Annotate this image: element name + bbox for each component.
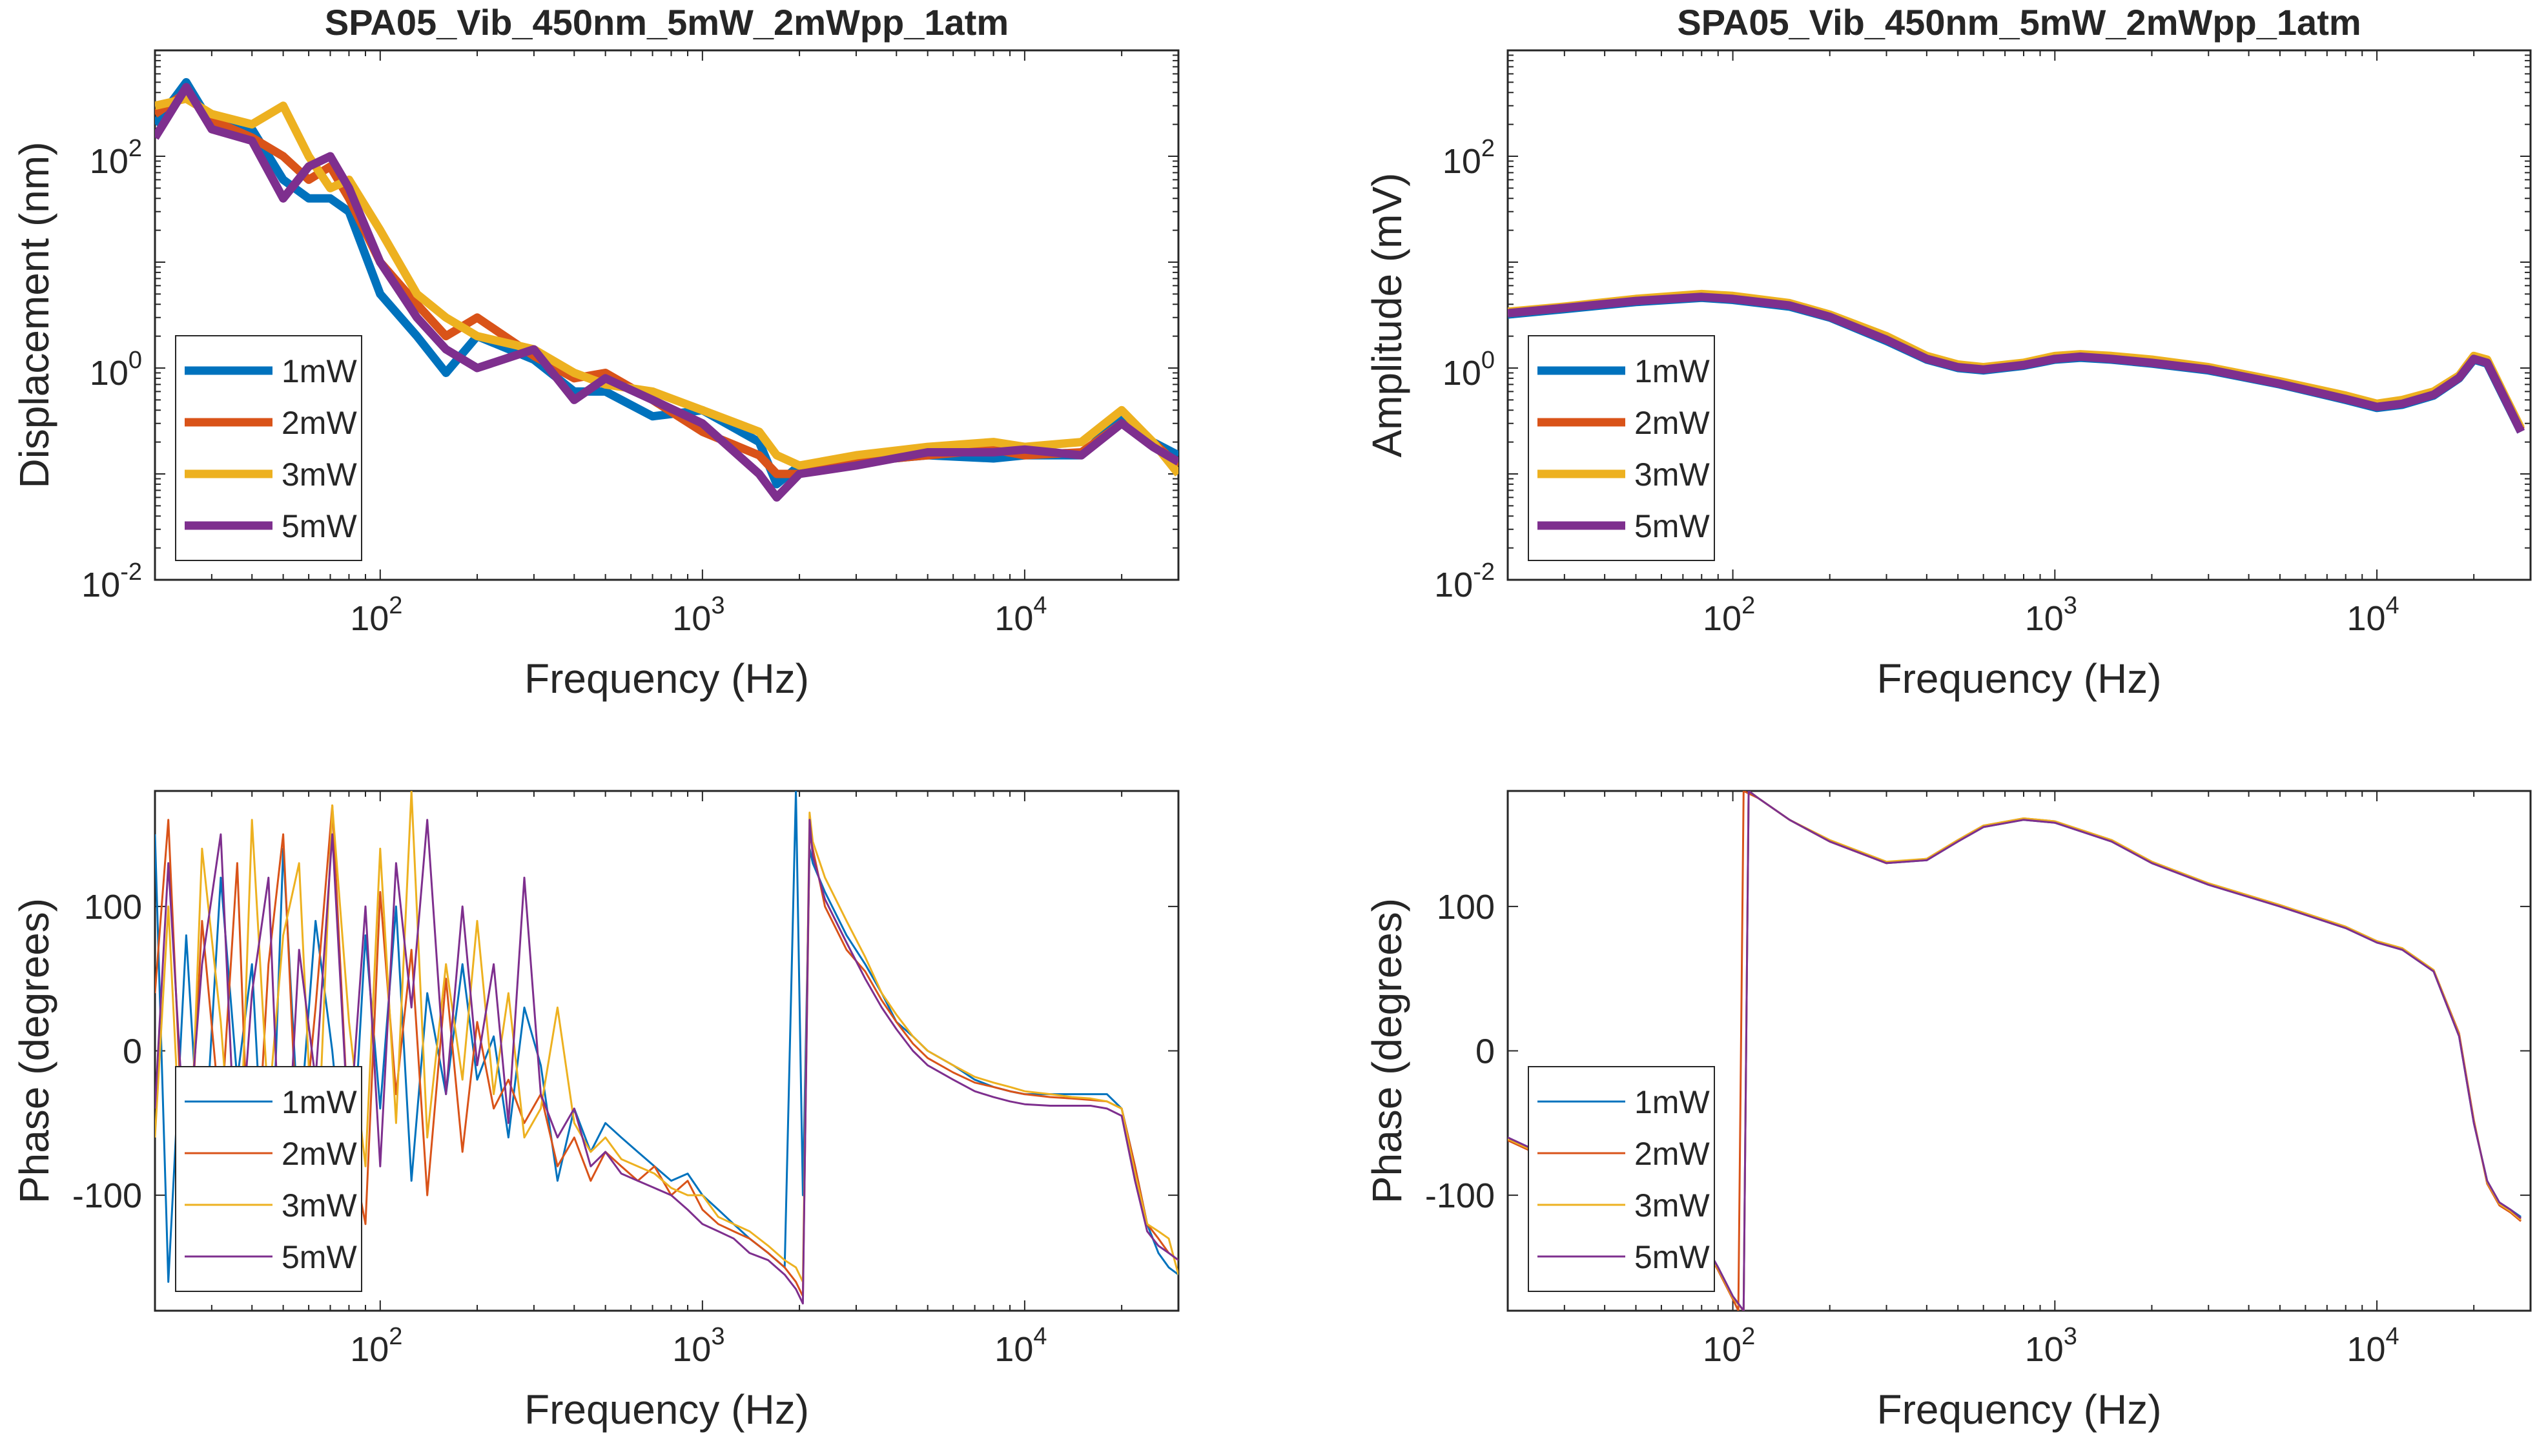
x-tick-label: 104 xyxy=(2347,592,2399,638)
x-axis-label: Frequency (Hz) xyxy=(1877,655,2162,702)
x-tick-label: 102 xyxy=(350,592,402,638)
legend-label-3mW: 3mW xyxy=(282,456,357,493)
x-axis-label: Frequency (Hz) xyxy=(524,1386,809,1433)
x-axis-label: Frequency (Hz) xyxy=(1877,1386,2162,1433)
legend-label-5mW: 5mW xyxy=(1634,508,1710,544)
legend: 1mW 2mW 3mW 5mW xyxy=(175,1066,362,1292)
series-group xyxy=(155,77,1178,502)
x-tick-label: 102 xyxy=(1703,1323,1755,1369)
legend-label-2mW: 2mW xyxy=(1634,405,1710,441)
y-tick-label: 100 xyxy=(1443,347,1495,393)
legend-box xyxy=(1528,1066,1715,1292)
y-tick-label: 100 xyxy=(1437,888,1495,927)
series-group xyxy=(155,791,1178,1305)
axes-frame xyxy=(154,49,1180,581)
axes-frame xyxy=(1506,49,2532,581)
x-tick-label: 103 xyxy=(672,1323,724,1369)
y-axis-label: Amplitude (mV) xyxy=(1364,173,1410,458)
legend-box xyxy=(175,1066,362,1292)
y-tick-label: 100 xyxy=(90,347,142,393)
legend-label-1mW: 1mW xyxy=(1634,353,1710,389)
legend-label-2mW: 2mW xyxy=(282,405,357,441)
panel-p4: 102 103 104 -100 0 100 Frequency (Hz) Phase (de… xyxy=(1364,790,2532,1433)
legend-label-5mW: 5mW xyxy=(1634,1239,1710,1275)
x-tick-label: 103 xyxy=(672,592,724,638)
y-tick-label: 102 xyxy=(90,135,142,181)
series-line-5mW xyxy=(155,819,1178,1305)
chart-title: SPA05_Vib_450nm_5mW_2mWpp_1atm xyxy=(1677,2,2361,43)
series-line-3mW xyxy=(155,94,1178,477)
chart-title: SPA05_Vib_450nm_5mW_2mWpp_1atm xyxy=(325,2,1009,43)
x-tick-label: 103 xyxy=(2025,1323,2077,1369)
legend-label-1mW: 1mW xyxy=(1634,1084,1710,1120)
x-axis-label: Frequency (Hz) xyxy=(524,655,809,702)
y-axis-label: Displacement (nm) xyxy=(11,141,57,488)
legend-label-3mW: 3mW xyxy=(1634,1187,1710,1224)
y-tick-label: 10-2 xyxy=(81,559,142,604)
x-tick-label: 104 xyxy=(994,1323,1047,1369)
panel-p1: 102 103 104 10-2 100 102 SPA05_Vib_450nm_5mW_2… xyxy=(11,2,1180,702)
legend-label-5mW: 5mW xyxy=(282,1239,357,1275)
y-tick-label: 102 xyxy=(1443,135,1495,181)
x-tick-label: 104 xyxy=(2347,1323,2399,1369)
legend-label-1mW: 1mW xyxy=(282,1084,357,1120)
series-line-5mW xyxy=(1508,292,2525,434)
x-tick-label: 102 xyxy=(1703,592,1755,638)
y-tick-label: 10-2 xyxy=(1434,559,1495,604)
series-line-5mW xyxy=(155,83,1178,502)
x-tick-label: 103 xyxy=(2025,592,2077,638)
panel-p2: 102 103 104 10-2 100 102 SPA05_Vib_450nm_5mW_2… xyxy=(1364,2,2532,702)
legend: 1mW 2mW 3mW 5mW xyxy=(175,335,362,561)
legend-label-5mW: 5mW xyxy=(282,508,357,544)
y-axis-label: Phase (degrees) xyxy=(11,898,57,1204)
y-tick-label: 0 xyxy=(123,1032,142,1071)
legend-label-2mW: 2mW xyxy=(1634,1136,1710,1172)
legend-label-3mW: 3mW xyxy=(282,1187,357,1224)
y-tick-label: 100 xyxy=(84,888,142,927)
y-tick-label: 0 xyxy=(1475,1032,1495,1071)
y-axis-label: Phase (degrees) xyxy=(1364,898,1410,1204)
legend: 1mW 2mW 3mW 5mW xyxy=(1528,1066,1715,1292)
legend-label-3mW: 3mW xyxy=(1634,456,1710,493)
series-group xyxy=(1508,289,2525,434)
x-tick-label: 102 xyxy=(350,1323,402,1369)
legend-label-2mW: 2mW xyxy=(282,1136,357,1172)
legend-label-1mW: 1mW xyxy=(282,353,357,389)
legend: 1mW 2mW 3mW 5mW xyxy=(1528,335,1715,561)
x-tick-label: 104 xyxy=(994,592,1047,638)
panel-p3: 102 103 104 -100 0 100 Frequency (Hz) Phase (de… xyxy=(11,790,1180,1433)
y-tick-label: -100 xyxy=(1425,1176,1495,1215)
y-tick-label: -100 xyxy=(72,1176,142,1215)
series-line-2mW xyxy=(155,804,1178,1298)
